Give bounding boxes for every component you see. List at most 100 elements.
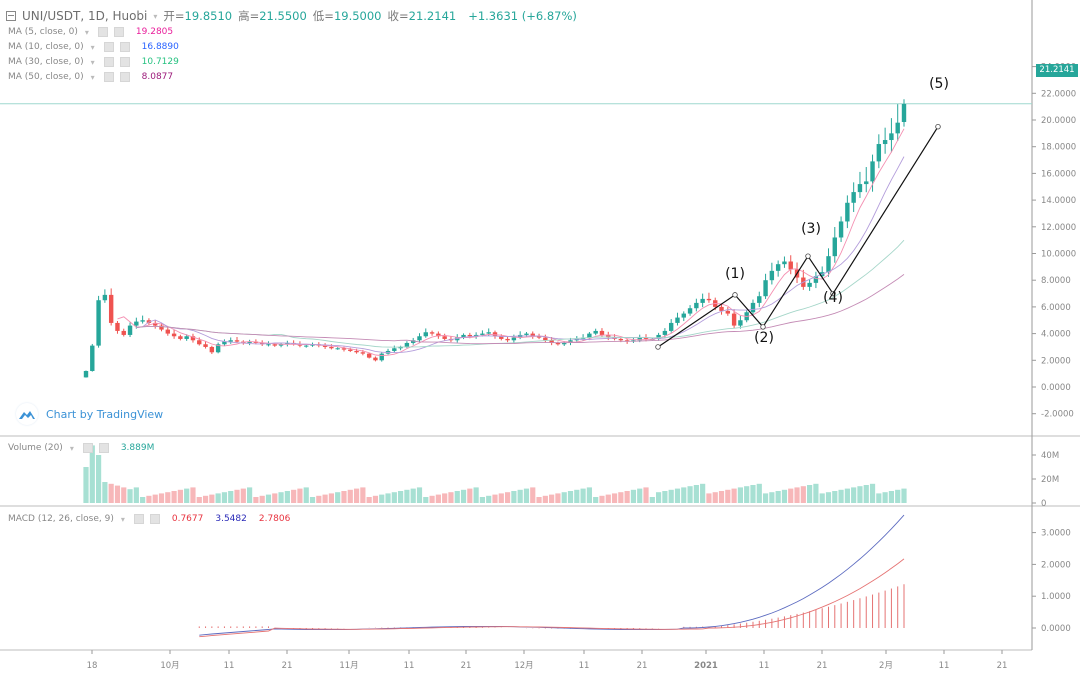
wave-point — [655, 344, 661, 350]
time-tick: 21 — [282, 661, 293, 671]
macd-label: MACD (12, 26, close, 9) — [8, 514, 114, 524]
ma-line — [136, 239, 905, 348]
wave-point — [760, 324, 766, 330]
time-tick: 11 — [939, 661, 950, 671]
signal-line — [199, 558, 905, 638]
chevron-down-icon[interactable]: ▾ — [120, 514, 125, 524]
wave-point — [935, 123, 941, 130]
wave-point — [732, 292, 738, 298]
ohlc-close: 收=21.2141 — [387, 9, 457, 23]
ma50-label: MA (50, close, 0) — [8, 72, 84, 82]
time-tick: 11 — [224, 661, 235, 671]
price-change: +1.3631 (+6.87%) — [468, 9, 577, 23]
price-tick: 4.0000 — [1041, 330, 1071, 340]
time-tick: 11 — [579, 661, 590, 671]
ohlc-high: 高=21.5500 — [238, 9, 307, 23]
legend-macd[interactable]: MACD (12, 26, close, 9) ▾ 0.7677 3.5482 2… — [8, 514, 290, 524]
wave-label: (1) — [725, 266, 745, 282]
ohlc-open: 开=19.8510 — [163, 9, 233, 23]
legend-ma5[interactable]: MA (5, close, 0) ▾ 19.2805 — [8, 27, 173, 37]
chevron-down-icon[interactable]: ▾ — [90, 57, 95, 67]
macd-pane — [198, 514, 905, 638]
ma5-value: 19.2805 — [135, 27, 174, 37]
price-tick: 0.0000 — [1041, 383, 1071, 393]
ma30-label: MA (30, close, 0) — [8, 57, 84, 67]
symbol-dropdown-icon[interactable]: ▾ — [153, 11, 158, 21]
chevron-down-icon[interactable]: ▾ — [84, 27, 89, 37]
price-tick: -2.0000 — [1041, 410, 1074, 420]
ma-line — [117, 128, 905, 356]
price-tick: 20.0000 — [1041, 116, 1076, 126]
close-icon[interactable] — [119, 57, 130, 67]
settings-icon[interactable] — [82, 443, 93, 453]
time-tick: 21 — [997, 661, 1008, 671]
price-tick: 22.0000 — [1041, 89, 1076, 99]
price-tick: 8.0000 — [1041, 276, 1071, 286]
ma10-label: MA (10, close, 0) — [8, 42, 84, 52]
time-tick: 21 — [637, 661, 648, 671]
legend-ma30[interactable]: MA (30, close, 0) ▾ 10.7129 — [8, 57, 179, 67]
price-tick: 14.0000 — [1041, 196, 1076, 206]
macd-tick: 1.0000 — [1041, 592, 1071, 602]
time-tick: 2月 — [879, 661, 893, 671]
legend-ma10[interactable]: MA (10, close, 0) ▾ 16.8890 — [8, 42, 179, 52]
chevron-down-icon[interactable]: ▾ — [69, 443, 74, 453]
collapse-icon[interactable] — [6, 11, 16, 21]
time-tick: 2021 — [694, 661, 718, 671]
legend-volume[interactable]: Volume (20) ▾ 3.889M — [8, 443, 154, 453]
macd-hist-value: 0.7677 — [171, 514, 204, 524]
volume-tick: 20M — [1041, 475, 1059, 485]
time-tick: 21 — [817, 661, 828, 671]
legend-ma50[interactable]: MA (50, close, 0) ▾ 8.0877 — [8, 72, 173, 82]
elliott-wave-line — [657, 126, 939, 348]
ma-line — [136, 274, 905, 345]
macd-tick: 3.0000 — [1041, 529, 1071, 539]
close-icon[interactable] — [98, 443, 109, 453]
wave-point — [830, 290, 836, 297]
chevron-down-icon[interactable]: ▾ — [90, 42, 95, 52]
macd-tick: 2.0000 — [1041, 560, 1071, 570]
price-tick: 16.0000 — [1041, 169, 1076, 179]
watermark-text: Chart by TradingView — [46, 407, 164, 421]
macd-value: 3.5482 — [215, 514, 247, 524]
wave-label: (5) — [929, 76, 949, 92]
time-tick: 11 — [759, 661, 770, 671]
settings-icon[interactable] — [103, 42, 114, 52]
price-tick: 2.0000 — [1041, 356, 1071, 366]
time-tick: 18 — [87, 661, 98, 671]
time-tick: 21 — [461, 661, 472, 671]
price-tick: 6.0000 — [1041, 303, 1071, 313]
settings-icon[interactable] — [103, 72, 114, 82]
current-price-tag: 21.2141 — [1036, 64, 1078, 77]
chevron-down-icon[interactable]: ▾ — [90, 72, 95, 82]
time-tick: 10月 — [160, 661, 179, 671]
time-tick: 12月 — [514, 661, 533, 671]
settings-icon[interactable] — [97, 27, 108, 37]
price-tick: 18.0000 — [1041, 143, 1076, 153]
close-icon[interactable] — [113, 27, 124, 37]
chart-header: UNI/USDT, 1D, Huobi ▾ 开=19.8510 高=21.550… — [6, 8, 577, 24]
tradingview-watermark[interactable]: Chart by TradingView — [16, 403, 163, 425]
time-tick: 11 — [404, 661, 415, 671]
wave-label: (4) — [823, 290, 843, 306]
candles — [83, 99, 907, 378]
tradingview-logo-icon — [16, 403, 38, 425]
wave-label: (3) — [801, 221, 821, 237]
close-icon[interactable] — [149, 514, 160, 524]
settings-icon[interactable] — [133, 514, 144, 524]
ma5-label: MA (5, close, 0) — [8, 27, 78, 37]
ma10-value: 16.8890 — [141, 42, 179, 52]
volume-value: 3.889M — [120, 443, 155, 453]
ma30-value: 10.7129 — [141, 57, 179, 67]
macd-signal-value: 2.7806 — [258, 514, 291, 524]
symbol-title[interactable]: UNI/USDT, 1D, Huobi — [22, 9, 148, 23]
close-icon[interactable] — [119, 72, 130, 82]
settings-icon[interactable] — [103, 57, 114, 67]
wave-label: (2) — [754, 330, 774, 346]
ma-line — [136, 156, 905, 354]
wave-point — [805, 253, 811, 259]
close-icon[interactable] — [119, 42, 130, 52]
volume-bars — [83, 445, 907, 503]
